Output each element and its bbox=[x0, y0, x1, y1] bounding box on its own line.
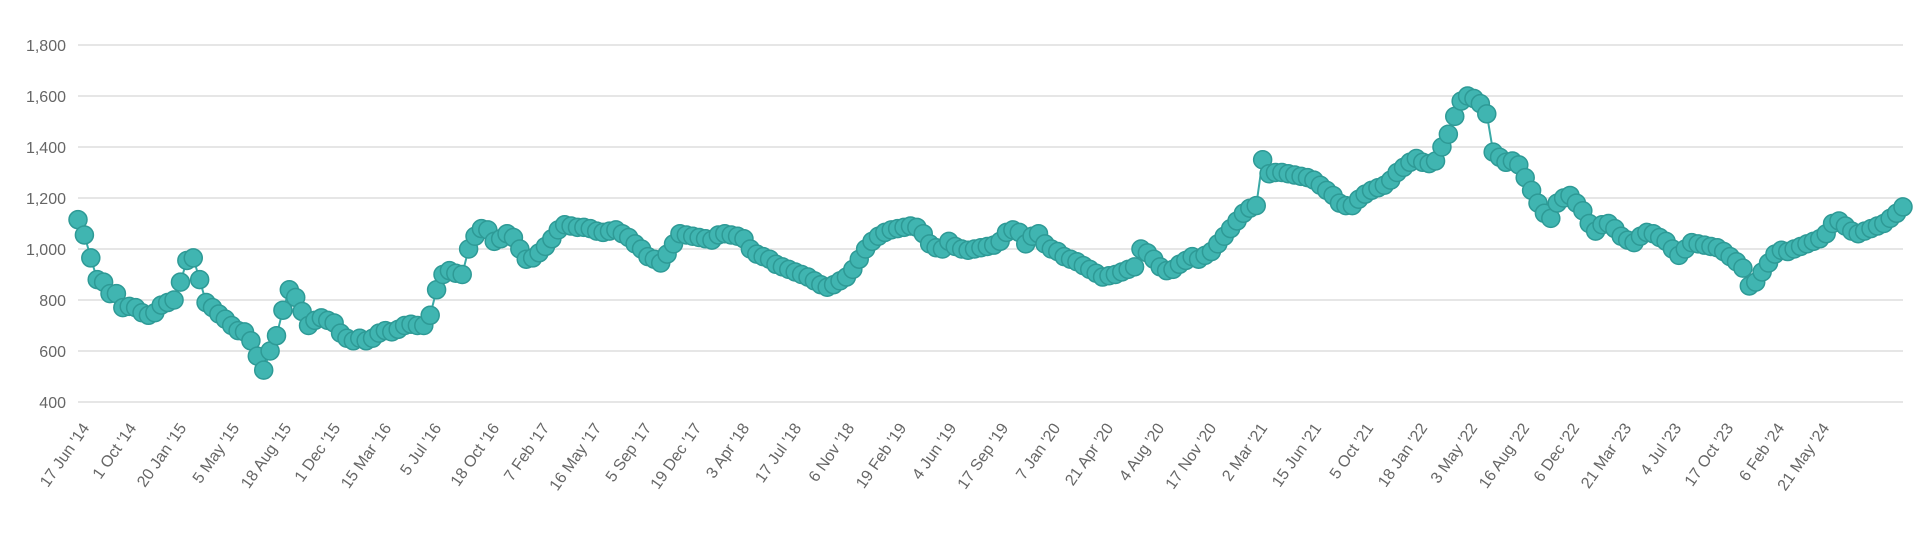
x-tick-label: 3 Apr '18 bbox=[703, 420, 753, 481]
x-tick-label: 5 Jul '16 bbox=[397, 420, 445, 478]
data-point-marker[interactable] bbox=[1438, 124, 1459, 144]
x-tick-label: 6 Dec '22 bbox=[1531, 420, 1583, 485]
data-point-marker[interactable] bbox=[1733, 258, 1753, 278]
y-axis-labels: 400 600 800 1,000 1,200 1,400 1,600 1,800 bbox=[26, 38, 66, 412]
x-tick-label: 17 Jul '18 bbox=[752, 420, 805, 486]
data-point-marker[interactable] bbox=[1246, 195, 1266, 216]
x-tick-label: 21 Apr '20 bbox=[1062, 420, 1117, 488]
x-tick-label: 18 Oct '16 bbox=[448, 420, 504, 489]
x-tick-label: 5 May '15 bbox=[190, 420, 243, 486]
y-tick-label: 1,600 bbox=[26, 89, 66, 106]
data-point-marker[interactable] bbox=[81, 248, 101, 268]
data-point-marker[interactable] bbox=[253, 360, 274, 380]
data-point-marker[interactable] bbox=[1124, 257, 1145, 277]
data-point-marker[interactable] bbox=[266, 325, 287, 346]
y-tick-label: 1,000 bbox=[26, 242, 66, 259]
y-tick-label: 400 bbox=[39, 395, 66, 412]
y-tick-label: 600 bbox=[39, 344, 66, 361]
x-tick-label: 21 Mar '23 bbox=[1578, 420, 1635, 491]
x-tick-label: 7 Feb '17 bbox=[501, 420, 553, 484]
y-tick-label: 1,400 bbox=[26, 140, 66, 157]
data-point-marker[interactable] bbox=[74, 225, 95, 245]
data-point-marker[interactable] bbox=[1477, 104, 1497, 124]
x-tick-label: 17 Jun '14 bbox=[37, 420, 93, 490]
x-tick-label: 7 Jan '20 bbox=[1013, 420, 1064, 483]
y-tick-label: 800 bbox=[39, 293, 66, 310]
data-point-marker[interactable] bbox=[1893, 197, 1913, 217]
x-tick-label: 5 Sep '17 bbox=[603, 420, 655, 485]
x-tick-label: 19 Dec '17 bbox=[648, 420, 706, 492]
x-tick-label: 17 Sep '19 bbox=[955, 420, 1013, 492]
x-tick-label: 2 Mar '21 bbox=[1219, 420, 1271, 484]
data-point-marker[interactable] bbox=[183, 248, 204, 268]
x-tick-label: 18 Jan '22 bbox=[1375, 420, 1431, 490]
data-point-marker[interactable] bbox=[452, 264, 472, 285]
x-tick-label: 1 Oct '14 bbox=[90, 420, 140, 482]
data-point-marker[interactable] bbox=[273, 300, 293, 320]
x-tick-label: 16 May '17 bbox=[547, 420, 606, 494]
x-tick-label: 16 Aug '22 bbox=[1476, 420, 1533, 491]
data-point-marker[interactable] bbox=[420, 305, 440, 326]
x-tick-label: 4 Jun '19 bbox=[909, 420, 960, 483]
data-point-marker[interactable] bbox=[170, 272, 191, 292]
gridlines bbox=[78, 44, 1903, 403]
x-tick-label: 6 Nov '18 bbox=[806, 420, 858, 485]
x-tick-label: 18 Aug '15 bbox=[238, 420, 295, 491]
x-tick-label: 1 Dec '15 bbox=[292, 420, 344, 485]
x-tick-label: 5 Oct '21 bbox=[1327, 420, 1377, 482]
data-series bbox=[68, 86, 1913, 380]
x-tick-label: 4 Aug '20 bbox=[1116, 420, 1168, 484]
y-tick-label: 1,200 bbox=[26, 191, 66, 208]
y-tick-label: 1,800 bbox=[26, 38, 66, 55]
x-tick-label: 17 Nov '20 bbox=[1163, 420, 1221, 492]
x-tick-label: 15 Jun '21 bbox=[1269, 420, 1325, 490]
x-tick-label: 3 May '22 bbox=[1428, 420, 1481, 486]
x-tick-label: 20 Jan '15 bbox=[134, 420, 190, 490]
x-tick-label: 15 Mar '16 bbox=[338, 420, 395, 491]
data-point-marker[interactable] bbox=[164, 290, 184, 310]
x-tick-label: 19 Feb '19 bbox=[853, 420, 910, 491]
x-tick-label: 17 Oct '23 bbox=[1682, 420, 1738, 489]
x-tick-label: 4 Jul '23 bbox=[1637, 420, 1685, 478]
data-point-marker[interactable] bbox=[189, 269, 210, 290]
